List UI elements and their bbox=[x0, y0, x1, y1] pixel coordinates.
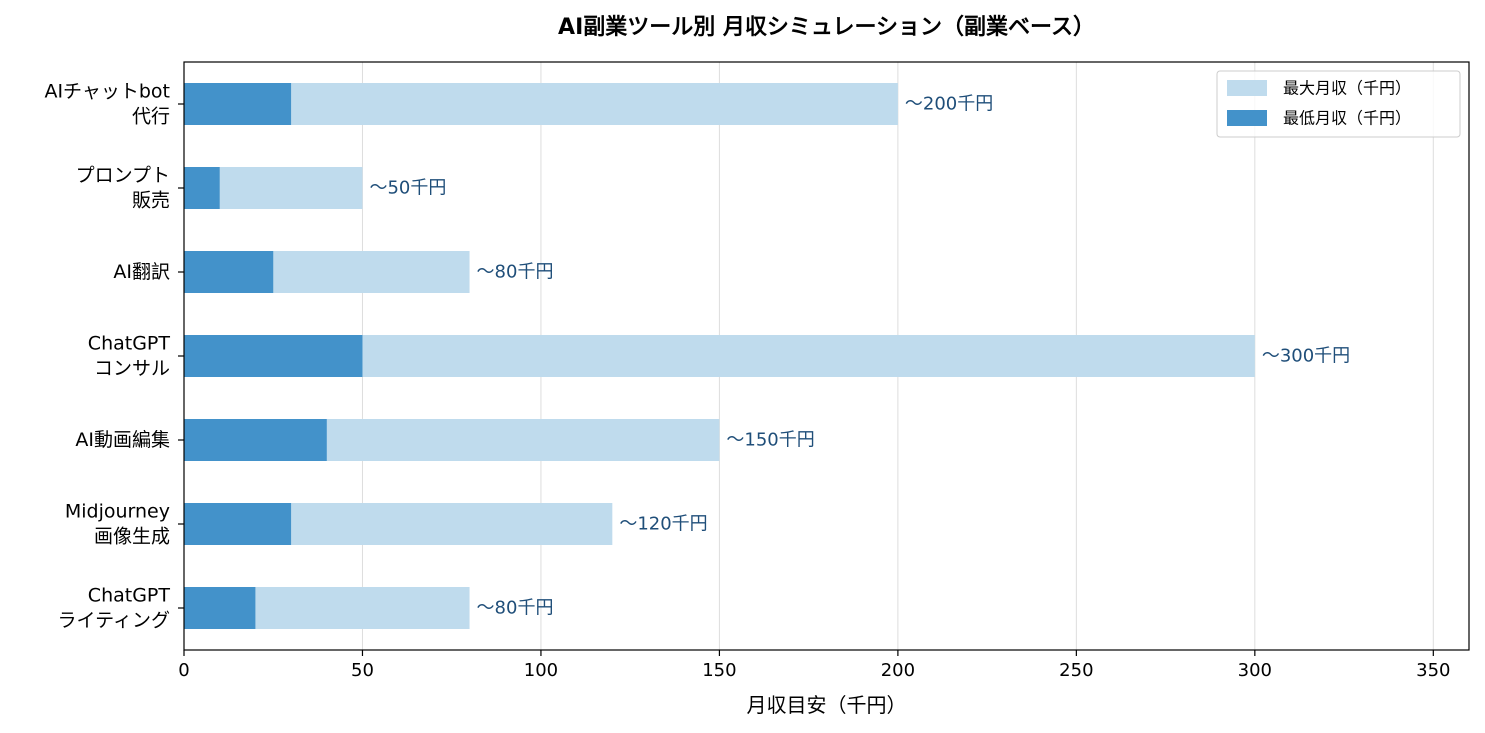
y-category-label-4-0: AI動画編集 bbox=[75, 429, 170, 451]
x-tick-label-0: 0 bbox=[178, 660, 189, 681]
y-category-label-6-0: ChatGPT bbox=[88, 585, 171, 607]
y-category-label-2-0: AI翻訳 bbox=[113, 261, 170, 283]
data-label-3: 〜300千円 bbox=[1262, 346, 1350, 367]
y-category-label-5-1: 画像生成 bbox=[94, 526, 170, 548]
x-tick-label-7: 350 bbox=[1416, 660, 1450, 681]
y-category-label-1-0: プロンプト bbox=[76, 165, 170, 187]
legend-label-max: 最大月収（千円） bbox=[1283, 79, 1411, 98]
bar-min-4 bbox=[184, 419, 327, 461]
legend-label-min: 最低月収（千円） bbox=[1283, 109, 1411, 128]
y-category-label-0-0: AIチャットbot bbox=[44, 81, 170, 103]
y-category-label-1-1: 販売 bbox=[132, 190, 170, 212]
bar-min-0 bbox=[184, 83, 292, 125]
x-tick-label-6: 300 bbox=[1238, 660, 1272, 681]
data-label-1: 〜50千円 bbox=[369, 178, 446, 199]
bar-min-6 bbox=[184, 587, 256, 629]
y-category-label-3-1: コンサル bbox=[94, 358, 170, 380]
bar-min-1 bbox=[184, 167, 220, 209]
data-label-0: 〜200千円 bbox=[905, 94, 993, 115]
legend-box bbox=[1216, 70, 1461, 138]
legend: 最大月収（千円） 最低月収（千円） bbox=[1216, 70, 1461, 138]
min-series-bars bbox=[184, 83, 363, 629]
bar-max-0 bbox=[184, 83, 898, 125]
bar-min-2 bbox=[184, 251, 274, 293]
x-tick-label-3: 150 bbox=[702, 660, 736, 681]
data-label-5: 〜120千円 bbox=[619, 514, 707, 535]
legend-swatch-max bbox=[1227, 80, 1267, 96]
data-label-2: 〜80千円 bbox=[477, 262, 554, 283]
legend-swatch-min bbox=[1227, 110, 1267, 126]
x-axis-ticks: 0 50 100 150 200 250 300 350 bbox=[178, 650, 1450, 681]
y-category-label-0-1: 代行 bbox=[132, 106, 170, 128]
x-axis-label: 月収目安（千円） bbox=[747, 693, 907, 717]
data-label-4: 〜150千円 bbox=[726, 430, 814, 451]
data-labels: 〜200千円〜50千円〜80千円〜300千円〜150千円〜120千円〜80千円 bbox=[369, 94, 1350, 619]
x-tick-label-2: 100 bbox=[524, 660, 558, 681]
y-category-label-3-0: ChatGPT bbox=[88, 333, 171, 355]
bar-min-5 bbox=[184, 503, 292, 545]
bar-min-3 bbox=[184, 335, 363, 377]
data-label-6: 〜80千円 bbox=[477, 598, 554, 619]
x-tick-label-4: 200 bbox=[881, 660, 915, 681]
y-category-label-6-1: ライティング bbox=[58, 610, 170, 632]
y-category-label-5-0: Midjourney bbox=[65, 501, 170, 523]
x-tick-label-5: 250 bbox=[1059, 660, 1093, 681]
x-tick-label-1: 50 bbox=[351, 660, 374, 681]
chart-title: AI副業ツール別 月収シミュレーション（副業ベース） bbox=[558, 15, 1095, 40]
